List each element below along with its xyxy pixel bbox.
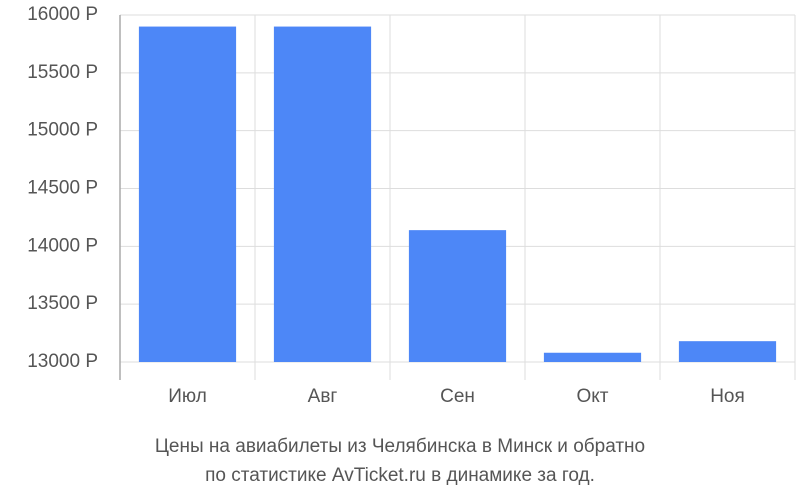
y-tick-label: 15500 Р [27, 62, 98, 83]
bar [543, 352, 642, 362]
y-tick-label: 14000 Р [27, 235, 98, 256]
x-tick-label: Авг [308, 386, 338, 407]
bar [273, 26, 372, 363]
x-tick-label: Окт [576, 386, 608, 407]
caption-line: Цены на авиабилеты из Челябинска в Минск… [155, 436, 645, 457]
y-tick-label: 13000 Р [27, 351, 98, 372]
bar [138, 26, 237, 363]
bar [678, 341, 777, 362]
x-tick-label: Сен [440, 386, 475, 407]
y-tick-label: 16000 Р [27, 4, 98, 25]
x-tick-label: Июл [168, 386, 207, 407]
bar [408, 230, 507, 362]
y-tick-label: 13500 Р [27, 293, 98, 314]
x-tick-label: Ноя [710, 386, 745, 407]
y-tick-label: 14500 Р [27, 178, 98, 199]
y-tick-label: 15000 Р [27, 120, 98, 141]
caption-line: по статистике AvTicket.ru в динамике за … [205, 465, 595, 486]
